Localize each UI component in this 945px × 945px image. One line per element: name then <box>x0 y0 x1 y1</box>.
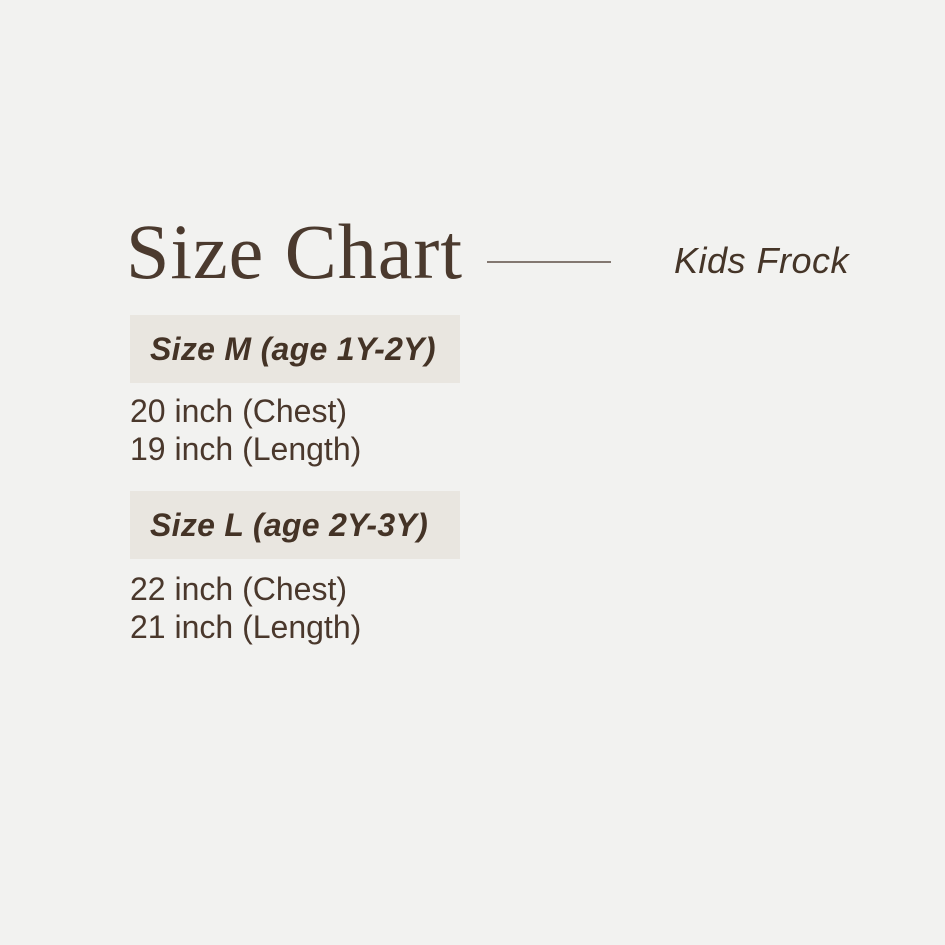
size-header-l: Size L (age 2Y-3Y) <box>130 491 460 559</box>
measurement-chest: 20 inch (Chest) <box>130 393 347 429</box>
page-title: Size Chart <box>126 208 464 295</box>
measurement-length: 21 inch (Length) <box>130 609 362 645</box>
product-name: Kids Frock <box>674 240 850 281</box>
measurement-length: 19 inch (Length) <box>130 431 362 467</box>
measurement-chest: 22 inch (Chest) <box>130 571 347 607</box>
measurements-size-l: 22 inch (Chest) 21 inch (Length) <box>130 570 361 646</box>
decorative-line <box>487 261 611 263</box>
size-header-m: Size M (age 1Y-2Y) <box>130 315 460 383</box>
measurements-size-m: 20 inch (Chest) 19 inch (Length) <box>130 392 361 468</box>
